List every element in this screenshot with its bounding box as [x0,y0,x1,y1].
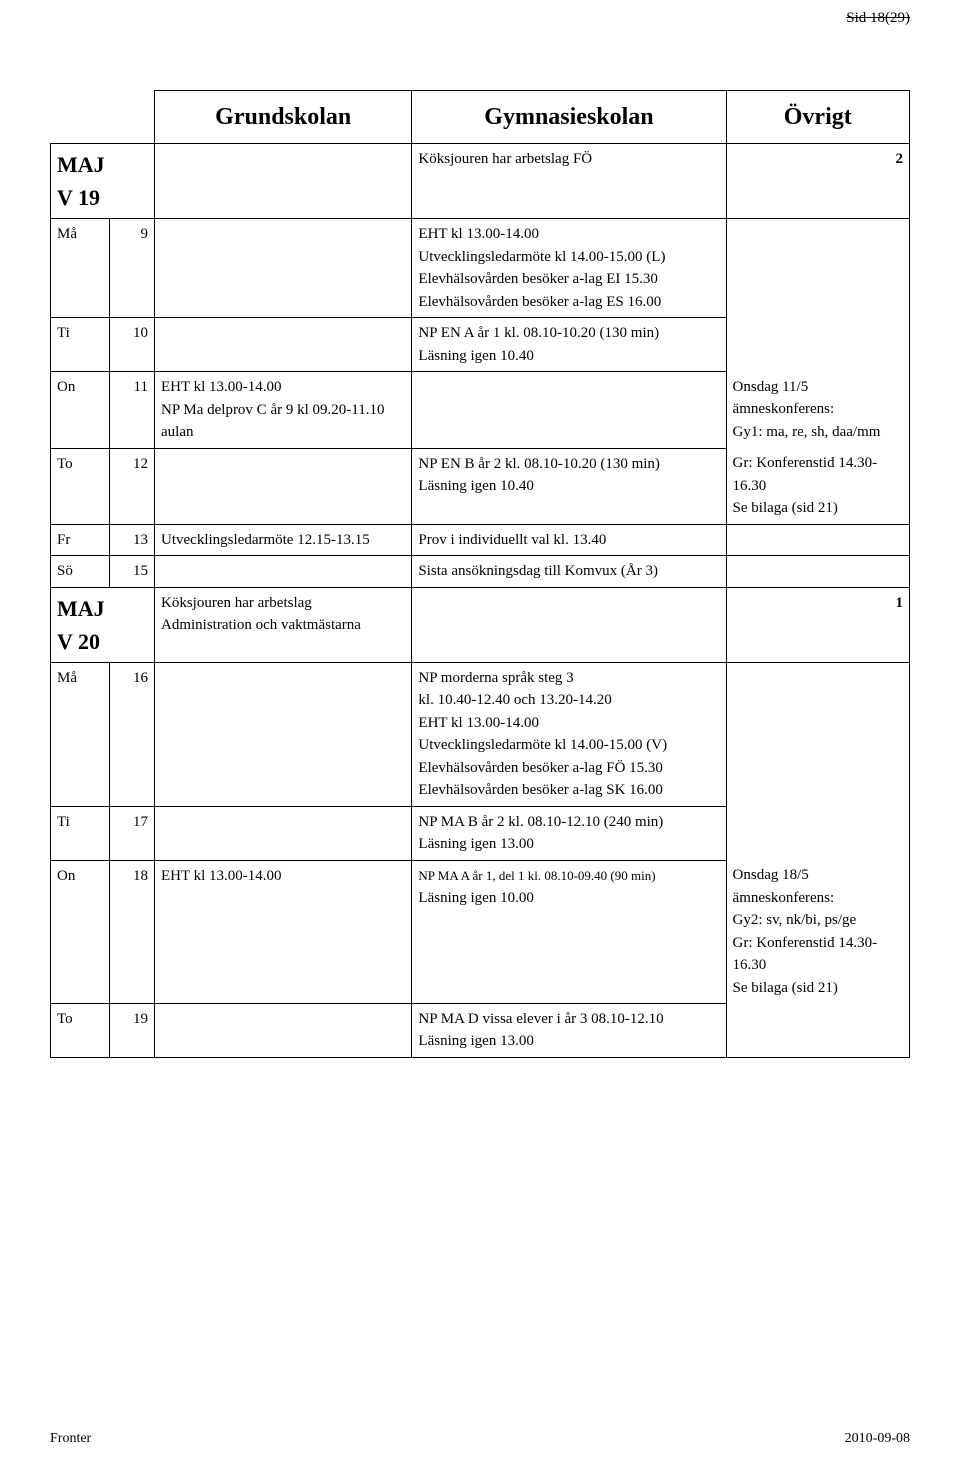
num-18: 18 [110,860,155,1003]
day-to19: To [51,1003,110,1057]
on18-gym-line2: Läsning igen 10.00 [418,890,533,906]
num-9: 9 [110,219,155,318]
num-17: 17 [110,806,155,860]
ma16-gym: NP morderna språk steg 3 kl. 10.40-12.40… [412,662,726,806]
schedule-table: Grundskolan Gymnasieskolan Övrigt MAJ V … [50,90,910,1058]
ti17-gym: NP MA B år 2 kl. 08.10-12.10 (240 min) L… [412,806,726,860]
week20-v: V 20 [57,629,100,654]
to19-gym: NP MA D vissa elever i år 3 08.10-12.10 … [412,1003,726,1057]
fr13-grund: Utvecklingsledarmöte 12.15-13.15 [155,524,412,556]
fr13-ovr [726,524,909,556]
day-fr: Fr [51,524,110,556]
to12-ovr: Gr: Konferenstid 14.30-16.30 Se bilaga (… [726,448,909,524]
day-to: To [51,448,110,524]
week20-gym-blank [412,587,726,662]
week19-label: MAJ V 19 [51,144,155,219]
day-ma: Må [51,219,110,318]
fr13-gym: Prov i individuellt val kl. 13.40 [412,524,726,556]
row-fr-13: Fr 13 Utvecklingsledarmöte 12.15-13.15 P… [51,524,910,556]
to12-grund [155,448,412,524]
week19-v: V 19 [57,185,100,210]
ti17-grund [155,806,412,860]
ma9-grund [155,219,412,318]
so15-ovr [726,556,909,588]
to19-grund [155,1003,412,1057]
num-10: 10 [110,318,155,372]
footer: Fronter 2010-09-08 [50,1431,910,1447]
week20-header-row: MAJ V 20 Köksjouren har arbetslag Admini… [51,587,910,662]
week20-koks: Köksjouren har arbetslag Administration … [155,587,412,662]
footer-left: Fronter [50,1431,91,1446]
week20-maj: MAJ [57,596,105,621]
ma16-grund [155,662,412,806]
so15-gym: Sista ansökningsdag till Komvux (År 3) [412,556,726,588]
day-on: On [51,372,110,449]
num-11: 11 [110,372,155,449]
ma9-ovr [726,219,909,372]
footer-right: 2010-09-08 [845,1431,910,1447]
on18-ovr: Onsdag 18/5 ämneskonferens: Gy2: sv, nk/… [726,860,909,1003]
day-so: Sö [51,556,110,588]
row-ma-9: Må 9 EHT kl 13.00-14.00 Utvecklingsledar… [51,219,910,318]
day-ti: Ti [51,318,110,372]
to12-gym: NP EN B år 2 kl. 08.10-10.20 (130 min) L… [412,448,726,524]
row-ma-16: Må 16 NP morderna språk steg 3 kl. 10.40… [51,662,910,806]
so15-grund [155,556,412,588]
ma9-gym: EHT kl 13.00-14.00 Utvecklingsledarmöte … [412,219,726,318]
ma16-ovr [726,662,909,860]
week19-header-row: MAJ V 19 Köksjouren har arbetslag FÖ 2 [51,144,910,219]
on18-grund: EHT kl 13.00-14.00 [155,860,412,1003]
num-15: 15 [110,556,155,588]
num-12: 12 [110,448,155,524]
row-on-11: On 11 EHT kl 13.00-14.00 NP Ma delprov C… [51,372,910,449]
row-to-19: To 19 NP MA D vissa elever i år 3 08.10-… [51,1003,910,1057]
week20-zone: 1 [726,587,909,662]
on11-ovr: Onsdag 11/5 ämneskonferens: Gy1: ma, re,… [726,372,909,449]
on18-gym: NP MA A år 1, del 1 kl. 08.10-09.40 (90 … [412,860,726,1003]
header-row: Grundskolan Gymnasieskolan Övrigt [51,91,910,144]
on18-gym-line1: NP MA A år 1, del 1 kl. 08.10-09.40 (90 … [418,868,655,883]
week19-zone: 2 [726,144,909,219]
row-so-15: Sö 15 Sista ansökningsdag till Komvux (Å… [51,556,910,588]
page-number: Sid 18(29) [846,10,910,27]
week20-label: MAJ V 20 [51,587,155,662]
on11-gym [412,372,726,449]
header-ovrigt: Övrigt [726,91,909,144]
num-19: 19 [110,1003,155,1057]
row-to-12: To 12 NP EN B år 2 kl. 08.10-10.20 (130 … [51,448,910,524]
ti10-grund [155,318,412,372]
on11-grund: EHT kl 13.00-14.00 NP Ma delprov C år 9 … [155,372,412,449]
week19-koks: Köksjouren har arbetslag FÖ [412,144,726,219]
header-gymnasieskolan: Gymnasieskolan [412,91,726,144]
row-on-18: On 18 EHT kl 13.00-14.00 NP MA A år 1, d… [51,860,910,1003]
header-blank [51,91,155,144]
day-ma16: Må [51,662,110,806]
to19-ovr [726,1003,909,1057]
num-13: 13 [110,524,155,556]
day-on18: On [51,860,110,1003]
header-grundskolan: Grundskolan [155,91,412,144]
num-16: 16 [110,662,155,806]
day-ti17: Ti [51,806,110,860]
week19-grund-blank [155,144,412,219]
ti10-gym: NP EN A år 1 kl. 08.10-10.20 (130 min) L… [412,318,726,372]
week19-maj: MAJ [57,152,105,177]
